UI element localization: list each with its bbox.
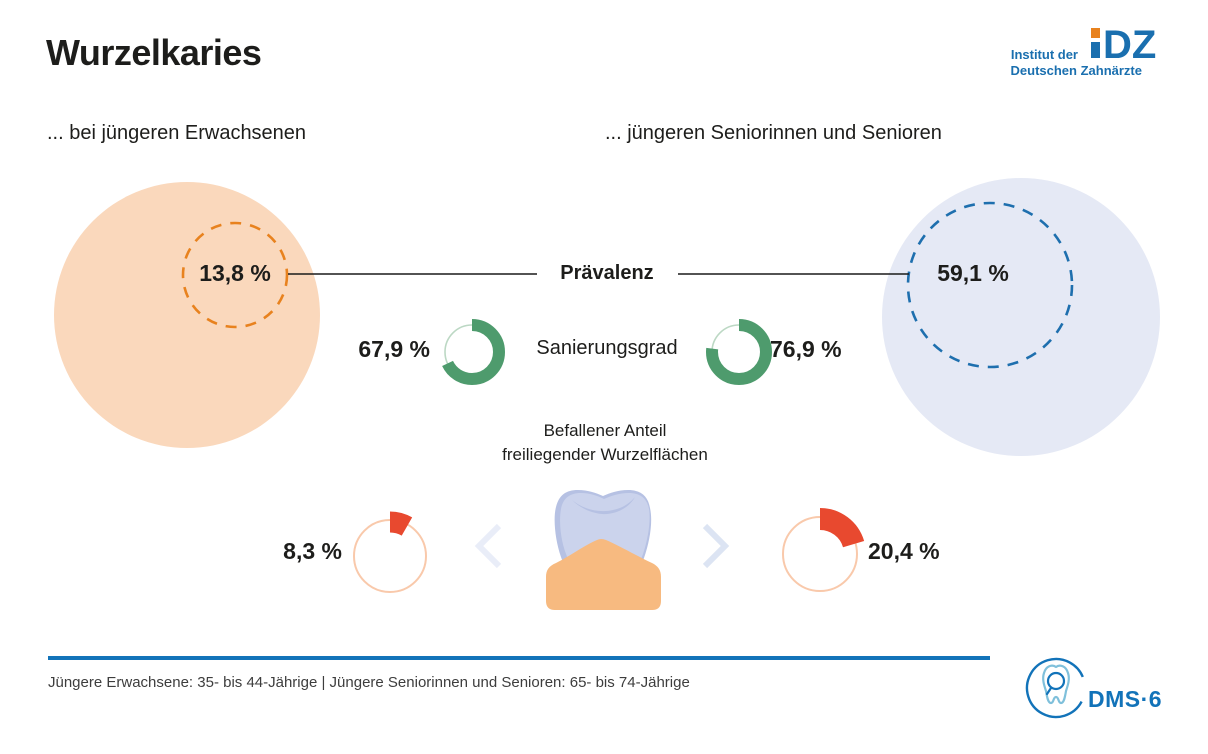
- idz-logo-line1: Institut der: [1010, 47, 1078, 62]
- prevalence-value-left: 13,8 %: [199, 260, 271, 286]
- chevron-left-icon: [474, 523, 502, 569]
- affected-ring-left: [345, 511, 435, 601]
- dms6-wordmark: DMS·6: [1088, 686, 1163, 712]
- affected-share-label-line2: freiliegender Wurzelflächen: [502, 445, 708, 464]
- restoration-label: Sanierungsgrad: [536, 337, 678, 359]
- idz-logo-mark: DZ: [1091, 23, 1156, 67]
- idz-mark-dot: [1091, 28, 1100, 38]
- dms6-loupe-handle: [1045, 686, 1053, 696]
- dms6-logo: [1025, 657, 1087, 719]
- tooth-crown: [560, 493, 650, 580]
- restoration-donut-right: [706, 319, 772, 385]
- prevalence-value-right: 59,1 %: [937, 260, 1009, 286]
- affected-share-label-line1: Befallener Anteil: [543, 421, 667, 440]
- column-label-younger-adults: ... bei jüngeren Erwachsenen: [47, 122, 307, 144]
- affected-share-label: Befallener Anteil freiliegender Wurzelfl…: [455, 419, 755, 467]
- tooth-illustration: [546, 490, 661, 610]
- restoration-value-left: 67,9 %: [358, 336, 430, 362]
- dms6-loupe-icon: [1046, 671, 1066, 691]
- prevalence-label: Prävalenz: [560, 262, 654, 284]
- prevalence-circle-right: [882, 178, 1160, 456]
- footnote: Jüngere Erwachsene: 35- bis 44-Jährige |…: [48, 674, 690, 691]
- tooth-crown-shade: [554, 490, 652, 584]
- restoration-donut-left: [439, 319, 505, 385]
- page-title: Wurzelkaries: [46, 32, 262, 73]
- dms6-tooth-outline-icon: [1042, 664, 1070, 705]
- affected-value-right: 20,4 %: [868, 538, 940, 564]
- affected-value-left: 8,3 %: [283, 538, 342, 564]
- idz-mark-letters: DZ: [1103, 23, 1156, 67]
- idz-logo-line2: Deutschen Zahnärzte: [1010, 63, 1142, 78]
- tooth-gum: [546, 539, 661, 610]
- prevalence-circle-left: [54, 182, 320, 448]
- affected-ring-right: [774, 508, 866, 600]
- chevron-right-icon: [702, 523, 730, 569]
- column-label-younger-seniors: ... jüngeren Seniorinnen und Senioren: [605, 122, 942, 144]
- divider-rule: [48, 656, 990, 660]
- restoration-value-right: 76,9 %: [770, 336, 842, 362]
- tooth-crease: [572, 497, 635, 515]
- idz-mark-stem: [1091, 42, 1100, 58]
- dms6-logo-circle: [1025, 657, 1087, 719]
